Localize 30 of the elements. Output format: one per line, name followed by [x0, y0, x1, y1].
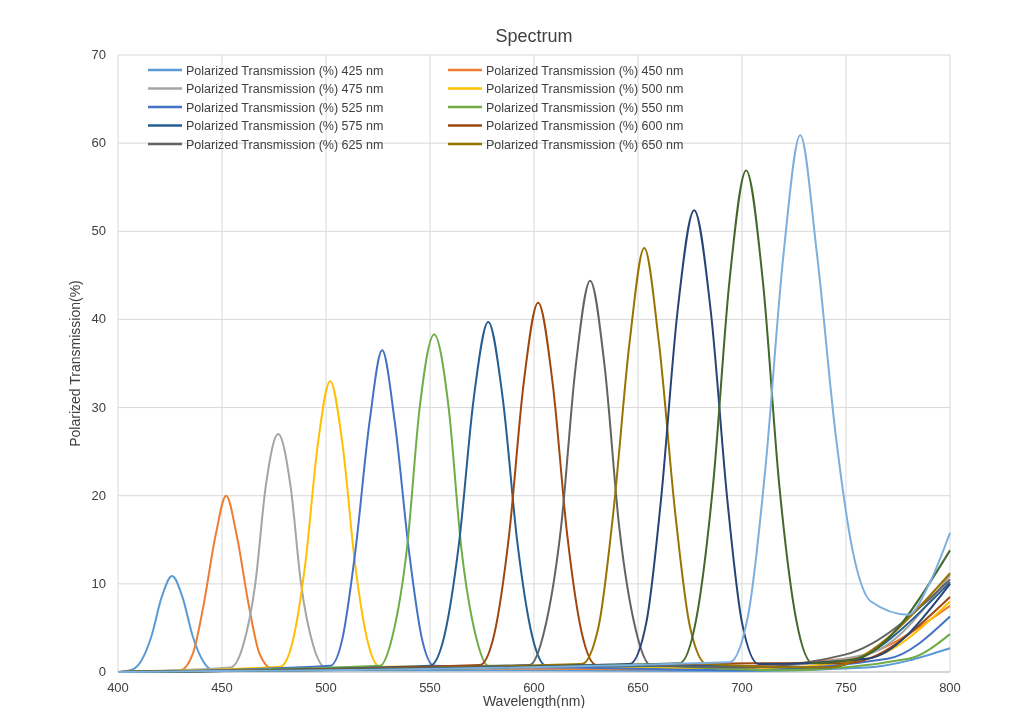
x-tick-label: 400 [107, 680, 129, 695]
legend-label: Polarized Transmission (%) 625 nm [186, 137, 384, 152]
y-tick-label: 10 [91, 575, 106, 591]
y-tick-label: 0 [98, 664, 106, 679]
x-tick-label: 600 [523, 680, 545, 695]
y-tick-label: 30 [91, 399, 106, 415]
y-tick-label: 50 [91, 223, 106, 239]
legend-label: Polarized Transmission (%) 550 nm [486, 100, 684, 115]
y-tick-label: 40 [91, 311, 106, 327]
x-tick-label: 500 [315, 680, 337, 695]
x-tick-label: 700 [731, 680, 753, 695]
legend-label: Polarized Transmission (%) 475 nm [186, 82, 384, 96]
legend-label: Polarized Transmission (%) 425 nm [186, 63, 384, 78]
legend-label: Polarized Transmission (%) 450 nm [486, 63, 684, 78]
chart-title: Spectrum [495, 26, 573, 46]
x-tick-label: 550 [419, 680, 441, 695]
legend-label: Polarized Transmission (%) 575 nm [186, 119, 384, 133]
y-tick-label: 20 [91, 487, 106, 503]
x-tick-label: 450 [211, 680, 233, 695]
y-tick-label: 60 [91, 135, 106, 151]
x-axis-title: Wavelength(nm) [482, 693, 586, 709]
x-tick-label: 800 [939, 680, 961, 695]
legend-label: Polarized Transmission (%) 525 nm [186, 100, 384, 115]
x-tick-label: 650 [627, 680, 649, 695]
x-tick-label: 750 [835, 680, 857, 695]
y-tick-label: 70 [91, 47, 106, 62]
legend-label: Polarized Transmission (%) 500 nm [486, 82, 684, 96]
legend-label: Polarized Transmission (%) 650 nm [486, 137, 684, 152]
legend-label: Polarized Transmission (%) 600 nm [486, 119, 684, 133]
y-axis-title: Polarized Transmission(%) [67, 280, 83, 447]
